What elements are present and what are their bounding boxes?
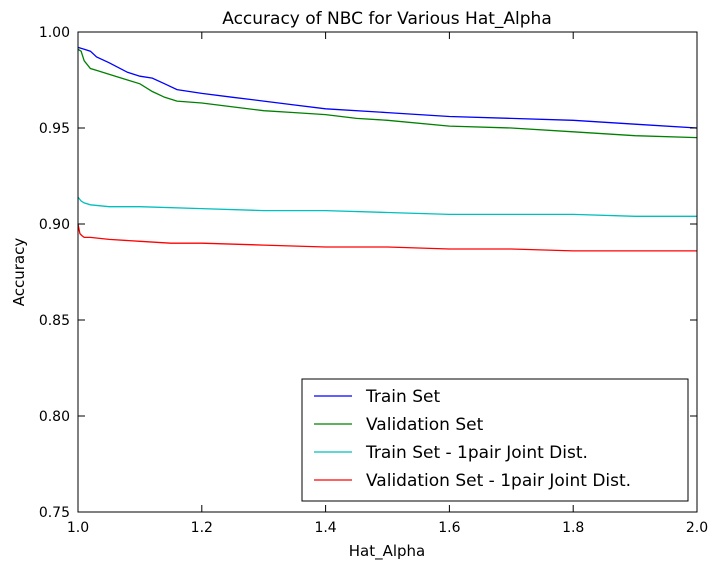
y-tick-label: 0.90 bbox=[39, 217, 70, 233]
legend-box bbox=[301, 378, 689, 502]
y-tick-label: 1.00 bbox=[39, 25, 70, 41]
y-tick-label: 0.75 bbox=[39, 505, 70, 521]
y-tick-label: 0.95 bbox=[39, 121, 70, 137]
x-tick-label: 2.0 bbox=[686, 520, 708, 536]
x-tick-label: 1.4 bbox=[314, 520, 336, 536]
axis-ticks: 1.0 1.2 1.4 1.6 1.8 2.0 0.75 0.80 0.85 0.90 0.95 1.… bbox=[39, 25, 708, 536]
legend-label: Train Set bbox=[365, 387, 440, 407]
series-line-4 bbox=[77, 223, 697, 252]
x-axis-label: Hat_Alpha bbox=[349, 542, 426, 561]
y-tick-label: 0.80 bbox=[39, 409, 70, 425]
series-line-2 bbox=[77, 48, 698, 139]
series-line-3 bbox=[77, 196, 697, 217]
y-axis-label: Accuracy bbox=[10, 238, 28, 307]
y-tick-label: 0.85 bbox=[39, 313, 70, 329]
x-tick-label: 1.6 bbox=[438, 520, 460, 536]
x-tick-label: 1.0 bbox=[67, 520, 89, 536]
chart-title: Accuracy of NBC for Various Hat_Alpha bbox=[222, 9, 552, 29]
legend-label: Validation Set bbox=[366, 415, 484, 435]
legend: Train Set Validation Set Train Set - 1pair… bbox=[301, 378, 689, 502]
plot-lines bbox=[77, 46, 698, 252]
legend-label: Train Set - 1pair Joint Dist. bbox=[365, 443, 588, 463]
x-tick-label: 1.8 bbox=[562, 520, 584, 536]
x-tick-label: 1.2 bbox=[191, 520, 213, 536]
series-line-1 bbox=[77, 46, 698, 129]
legend-label: Validation Set - 1pair Joint Dist. bbox=[366, 471, 631, 491]
plot-frame bbox=[77, 31, 698, 513]
